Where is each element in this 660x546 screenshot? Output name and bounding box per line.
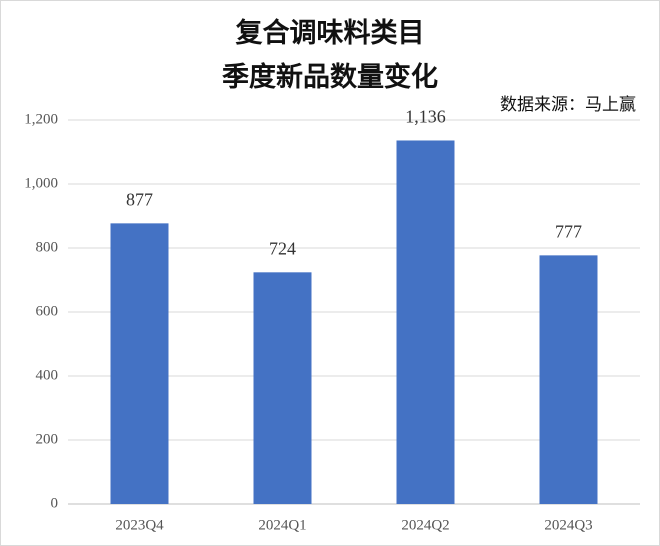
- x-tick-label: 2024Q1: [258, 517, 306, 533]
- y-tick-label: 400: [36, 367, 59, 383]
- value-label: 777: [555, 221, 582, 241]
- bar: [110, 223, 169, 505]
- x-tick-label: 2024Q2: [401, 517, 449, 533]
- bar: [539, 255, 598, 504]
- bar: [253, 272, 312, 504]
- source-note: 数据来源：马上赢: [500, 95, 636, 114]
- value-label: 724: [269, 238, 296, 258]
- chart-title: 复合调味料类目: [236, 17, 425, 48]
- y-tick-label: 0: [51, 495, 59, 511]
- value-label: 877: [126, 189, 153, 209]
- y-tick-label: 600: [36, 303, 59, 319]
- y-tick-label: 1,200: [24, 111, 58, 127]
- y-tick-label: 200: [36, 431, 59, 447]
- value-label: 1,136: [405, 107, 446, 127]
- x-tick-label: 2024Q3: [544, 517, 592, 533]
- chart-title: 季度新品数量变化: [222, 61, 438, 92]
- y-tick-label: 800: [36, 239, 59, 255]
- x-tick-label: 2023Q4: [115, 517, 164, 533]
- y-tick-label: 1,000: [24, 175, 58, 191]
- bar: [396, 140, 455, 505]
